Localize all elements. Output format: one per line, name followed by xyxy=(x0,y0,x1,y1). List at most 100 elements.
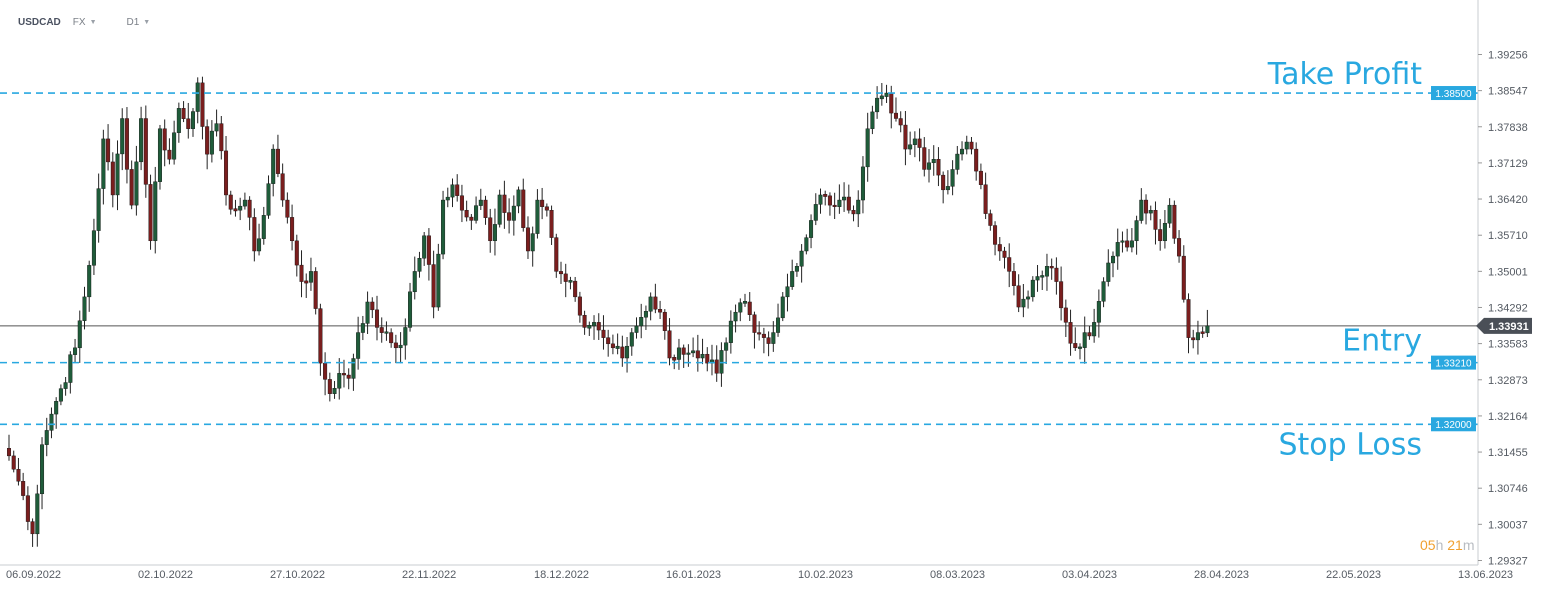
candle-body xyxy=(1111,255,1116,264)
candle xyxy=(266,175,271,219)
candle xyxy=(606,329,611,357)
candle-body xyxy=(106,138,111,163)
candle xyxy=(592,315,597,340)
candle xyxy=(724,337,729,365)
candle-body xyxy=(1059,281,1064,309)
candle xyxy=(238,197,243,221)
market-dropdown-icon[interactable]: ▼ xyxy=(89,18,97,26)
candle xyxy=(162,119,167,167)
candle xyxy=(639,303,644,339)
candle-body xyxy=(1068,322,1073,344)
candle-body xyxy=(176,108,181,133)
candle xyxy=(898,111,903,133)
candle-body xyxy=(261,215,266,239)
candle xyxy=(464,200,469,222)
candle xyxy=(1026,290,1031,309)
candle-body xyxy=(724,342,729,351)
candle-body xyxy=(1125,240,1130,248)
candle xyxy=(35,484,40,547)
y-tick-label: 1.35001 xyxy=(1488,266,1528,278)
candle xyxy=(728,310,733,354)
candle-body xyxy=(1134,220,1139,242)
candle-body xyxy=(68,354,73,383)
candle-body xyxy=(294,240,299,266)
candle xyxy=(25,486,30,531)
candle-body xyxy=(681,347,686,355)
candle xyxy=(893,97,898,122)
candle xyxy=(714,345,719,382)
candle xyxy=(77,310,82,363)
candle-body xyxy=(412,271,417,293)
timeframe-label[interactable]: D1 xyxy=(126,16,140,28)
candle-body xyxy=(384,331,389,334)
candle-body xyxy=(1054,267,1059,282)
x-tick-label: 10.02.2023 xyxy=(798,569,853,581)
candle xyxy=(771,321,776,352)
current-price-badge: 1.33931 xyxy=(1476,317,1532,334)
candle xyxy=(766,331,771,357)
candle-body xyxy=(898,118,903,126)
candle xyxy=(846,184,851,214)
candle-body xyxy=(568,280,573,283)
candle-body xyxy=(228,194,233,210)
candle-body xyxy=(827,195,832,206)
y-tick-label: 1.38547 xyxy=(1488,86,1528,98)
candle-body xyxy=(785,286,790,298)
candle-body xyxy=(1026,296,1031,300)
candle-body xyxy=(63,382,68,389)
candle xyxy=(993,221,998,256)
countdown-minutes-unit: m xyxy=(1462,537,1475,553)
candle-body xyxy=(1181,255,1186,300)
candle-body xyxy=(511,205,516,221)
candle xyxy=(1044,253,1049,291)
candle xyxy=(242,192,247,210)
candle-body xyxy=(393,342,398,349)
candle-body xyxy=(422,235,427,259)
level-badge-text: 1.32000 xyxy=(1435,420,1472,431)
market-label[interactable]: FX xyxy=(72,16,86,28)
candle-body xyxy=(25,495,30,522)
candle xyxy=(1191,329,1196,349)
candle xyxy=(695,334,700,372)
candle xyxy=(436,243,441,311)
candle xyxy=(1030,276,1035,302)
candle xyxy=(709,344,714,376)
candle xyxy=(483,195,488,225)
candle xyxy=(280,163,285,207)
candle xyxy=(1082,316,1087,364)
candle xyxy=(1011,262,1016,296)
candle-body xyxy=(1158,229,1163,242)
candle xyxy=(1205,309,1210,338)
candle-body xyxy=(625,345,630,359)
symbol-label[interactable]: USDCAD xyxy=(18,16,61,28)
candle xyxy=(450,178,455,208)
candle-body xyxy=(77,320,82,349)
candle xyxy=(681,344,686,368)
timeframe-dropdown-icon[interactable]: ▼ xyxy=(143,18,151,26)
candle-body xyxy=(540,199,545,207)
candle xyxy=(879,83,884,106)
candle-body xyxy=(143,118,148,185)
candle-body xyxy=(577,296,582,316)
candle xyxy=(285,192,290,224)
candle xyxy=(1134,215,1139,255)
candle xyxy=(776,303,781,337)
candle xyxy=(577,291,582,323)
candle xyxy=(308,257,313,291)
candle xyxy=(134,145,139,216)
candle xyxy=(950,160,955,196)
candle xyxy=(1111,251,1116,278)
candle-body xyxy=(21,481,26,496)
candle xyxy=(653,283,658,314)
candle-body xyxy=(695,350,700,359)
candle xyxy=(960,141,965,161)
candle-body xyxy=(351,358,356,379)
candle xyxy=(875,86,880,119)
candle-body xyxy=(908,144,913,150)
candle-body xyxy=(129,169,134,206)
candle xyxy=(398,332,403,364)
candle xyxy=(252,208,257,262)
candle-body xyxy=(1021,298,1026,308)
x-tick-label: 18.12.2022 xyxy=(534,569,589,581)
